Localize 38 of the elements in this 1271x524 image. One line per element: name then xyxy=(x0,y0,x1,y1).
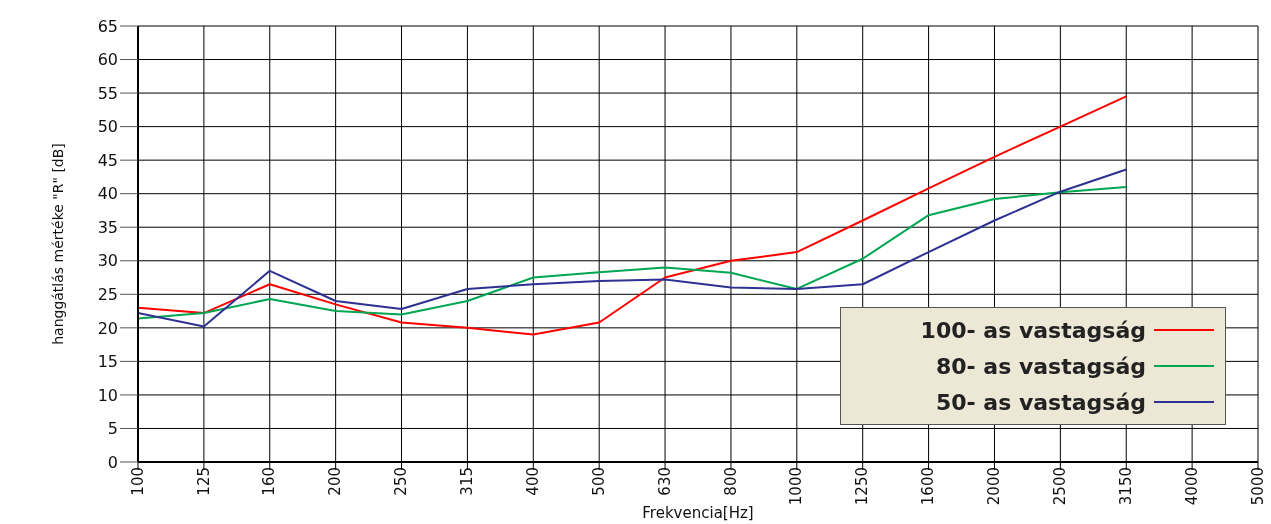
y-tick-label: 60 xyxy=(97,50,118,70)
x-tick-label: 800 xyxy=(721,467,740,496)
x-tick-label: 500 xyxy=(589,467,608,496)
line-series xyxy=(138,185,1128,320)
y-tick-label: 35 xyxy=(97,217,118,237)
x-tick-label: 160 xyxy=(260,467,279,496)
y-axis-title: hanggátlás mértéke "R" [dB] xyxy=(49,143,66,345)
y-tick-label: 65 xyxy=(97,16,118,36)
y-tick-label: 50 xyxy=(97,117,118,137)
y-tick-label: 15 xyxy=(97,352,118,372)
x-tick-label: 5000 xyxy=(1248,467,1267,506)
legend-label: 80- as vastagság xyxy=(935,353,1146,379)
x-tick-label: 1600 xyxy=(919,467,938,506)
x-tick-label: 3150 xyxy=(1116,467,1135,506)
y-tick-label: 30 xyxy=(97,251,118,271)
x-tick-label: 1250 xyxy=(853,467,872,506)
legend-label: 50- as vastagság xyxy=(935,389,1146,415)
x-tick-label: 2000 xyxy=(985,467,1004,506)
x-tick-label: 1000 xyxy=(787,467,806,506)
y-tick-label: 45 xyxy=(97,150,118,170)
x-tick-label: 125 xyxy=(194,467,213,496)
x-tick-label: 4000 xyxy=(1182,467,1201,506)
y-tick-label: 25 xyxy=(97,284,118,304)
x-tick-label: 315 xyxy=(458,467,477,496)
x-tick-label: 200 xyxy=(326,467,345,496)
x-tick-label: 250 xyxy=(392,467,411,496)
x-tick-label: 2500 xyxy=(1051,467,1069,506)
y-tick-label: 0 xyxy=(107,452,118,472)
x-tick-label: 630 xyxy=(655,467,674,496)
y-tick-label: 5 xyxy=(107,419,118,439)
legend-label: 100- as vastagság xyxy=(920,317,1146,343)
y-tick-label: 20 xyxy=(97,318,118,338)
y-tick-label: 55 xyxy=(97,83,118,103)
y-tick-label: 10 xyxy=(97,385,118,405)
x-tick-label: 400 xyxy=(523,467,542,496)
x-axis-title: Frekvencia[Hz] xyxy=(642,504,754,522)
x-tick-label: 100 xyxy=(128,467,147,496)
y-tick-label: 40 xyxy=(97,184,118,204)
